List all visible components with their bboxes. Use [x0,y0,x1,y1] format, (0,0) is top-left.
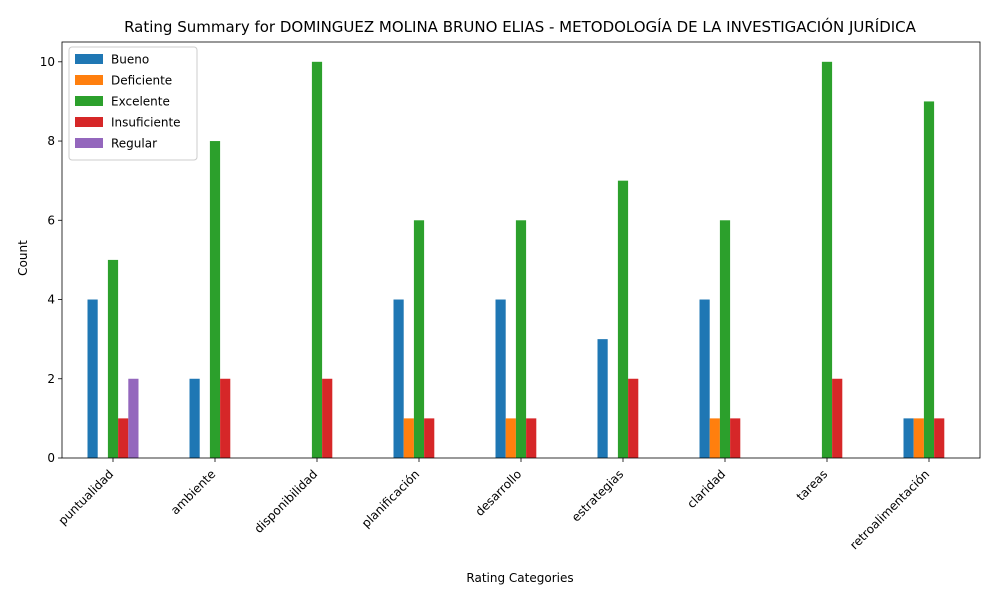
bar-bueno-3 [393,299,404,458]
bar-excelente-1 [209,141,221,459]
bar-bueno-8 [903,418,914,458]
bar-deficiente-8 [913,418,924,458]
bar-insuficiente-2 [322,378,333,458]
bar-regular-0 [128,378,139,458]
bar-excelente-7 [821,61,833,459]
bar-deficiente-4 [505,418,516,458]
legend: Bueno Deficiente Excelente Insuficiente Regu… [68,46,198,161]
chart-title: Rating Summary for DOMINGUEZ MOLINA BRUN… [124,17,917,36]
bar-bueno-5 [597,339,608,458]
legend-label-insuficiente: Insuficiente [111,116,181,130]
x-tick-label: puntualidad [56,467,117,528]
bar-deficiente-6 [709,418,720,458]
legend-label-bueno: Bueno [111,53,149,67]
bar-bueno-1 [189,378,200,458]
bar-excelente-5 [617,180,629,459]
bar-insuficiente-1 [220,378,231,458]
y-tick-label: 2 [47,372,55,386]
bar-insuficiente-4 [526,418,537,458]
x-tick-label: disponibilidad [251,467,320,536]
y-tick-label: 0 [47,451,55,465]
bar-excelente-4 [515,220,527,458]
x-tick-label: desarrollo [472,467,524,519]
x-tick-label: claridad [684,467,728,511]
x-tick-label: tareas [794,467,831,504]
legend-label-regular: Regular [111,137,157,151]
bar-bueno-6 [699,299,710,458]
bar-excelente-8 [923,101,935,459]
x-tick-label: estrategias [569,467,626,524]
bar-excelente-3 [413,220,425,458]
legend-swatch-insuficiente [75,117,103,127]
bar-excelente-6 [719,220,731,458]
y-axis-label: Count [16,240,30,276]
legend-swatch-bueno [75,54,103,64]
x-tick-label: retroalimentación [847,467,932,552]
bar-insuficiente-6 [730,418,741,458]
bar-excelente-0 [107,259,119,458]
y-tick-label: 10 [40,55,55,69]
bar-bueno-0 [87,299,98,458]
y-tick-label: 8 [47,134,55,148]
bar-insuficiente-0 [118,418,129,458]
bar-deficiente-3 [403,418,414,458]
legend-swatch-excelente [75,96,103,106]
bar-insuficiente-8 [934,418,945,458]
x-tick-label: ambiente [168,467,218,517]
y-tick-label: 6 [47,213,55,227]
legend-swatch-regular [75,138,103,148]
legend-label-deficiente: Deficiente [111,74,172,88]
bar-excelente-2 [311,61,323,459]
bar-insuficiente-3 [424,418,435,458]
x-axis-label: Rating Categories [466,571,573,585]
x-tick-label: planificación [359,467,422,530]
bar-insuficiente-7 [832,378,843,458]
bar-bueno-4 [495,299,506,458]
legend-swatch-deficiente [75,75,103,85]
legend-label-excelente: Excelente [111,95,170,109]
y-tick-label: 4 [47,293,55,307]
bar-insuficiente-5 [628,378,639,458]
